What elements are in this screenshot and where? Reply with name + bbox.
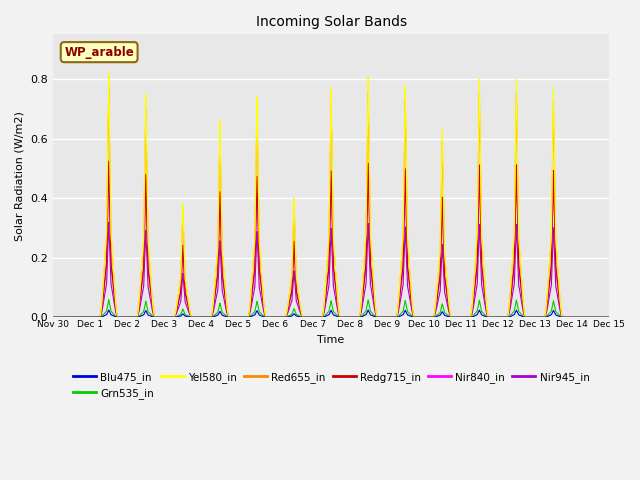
- Red655_in: [341, 314, 349, 320]
- Line: Nir945_in: Nir945_in: [53, 222, 609, 317]
- Nir840_in: [85, 314, 93, 320]
- Blu475_in: [66, 314, 74, 320]
- Grn535_in: [284, 313, 292, 319]
- Nir840_in: [384, 314, 392, 320]
- Nir945_in: [49, 314, 57, 320]
- Line: Nir840_in: Nir840_in: [53, 168, 609, 317]
- Grn535_in: [105, 297, 113, 302]
- Redg715_in: [384, 314, 392, 320]
- Redg715_in: [85, 314, 93, 320]
- Line: Grn535_in: Grn535_in: [53, 300, 609, 317]
- Line: Blu475_in: Blu475_in: [53, 310, 609, 317]
- Line: Redg715_in: Redg715_in: [53, 161, 609, 317]
- Red655_in: [459, 314, 467, 320]
- Line: Red655_in: Red655_in: [53, 88, 609, 317]
- Grn535_in: [49, 314, 57, 320]
- Red655_in: [49, 314, 57, 320]
- Yel580_in: [66, 314, 74, 320]
- Grn535_in: [341, 314, 349, 320]
- Redg715_in: [105, 158, 113, 164]
- Grn535_in: [384, 314, 392, 320]
- Yel580_in: [605, 314, 613, 320]
- Nir840_in: [105, 166, 113, 171]
- Grn535_in: [66, 314, 74, 320]
- Y-axis label: Solar Radiation (W/m2): Solar Radiation (W/m2): [15, 111, 25, 241]
- Nir840_in: [49, 314, 57, 320]
- Redg715_in: [605, 314, 613, 320]
- Text: WP_arable: WP_arable: [64, 46, 134, 59]
- Nir945_in: [105, 219, 113, 225]
- Nir840_in: [66, 314, 74, 320]
- Blu475_in: [384, 314, 392, 320]
- Redg715_in: [284, 306, 292, 312]
- Nir945_in: [85, 314, 93, 320]
- Line: Yel580_in: Yel580_in: [53, 73, 609, 317]
- Blu475_in: [284, 314, 292, 320]
- Blu475_in: [341, 314, 349, 320]
- Red655_in: [384, 314, 392, 320]
- Yel580_in: [341, 314, 349, 320]
- Title: Incoming Solar Bands: Incoming Solar Bands: [255, 15, 406, 29]
- Yel580_in: [105, 70, 113, 76]
- Nir840_in: [459, 314, 467, 320]
- Yel580_in: [459, 314, 467, 320]
- Blu475_in: [605, 314, 613, 320]
- Redg715_in: [66, 314, 74, 320]
- Yel580_in: [85, 314, 93, 320]
- Nir840_in: [284, 306, 292, 312]
- Redg715_in: [341, 314, 349, 320]
- Nir945_in: [384, 314, 392, 320]
- Red655_in: [66, 314, 74, 320]
- X-axis label: Time: Time: [317, 335, 345, 345]
- Nir945_in: [341, 314, 349, 320]
- Red655_in: [105, 85, 113, 91]
- Grn535_in: [605, 314, 613, 320]
- Blu475_in: [85, 314, 93, 320]
- Nir945_in: [459, 314, 467, 320]
- Red655_in: [85, 314, 93, 320]
- Grn535_in: [459, 314, 467, 320]
- Nir840_in: [605, 314, 613, 320]
- Legend: Blu475_in, Grn535_in, Yel580_in, Red655_in, Redg715_in, Nir840_in, Nir945_in: Blu475_in, Grn535_in, Yel580_in, Red655_…: [68, 368, 593, 403]
- Red655_in: [605, 314, 613, 320]
- Nir945_in: [66, 314, 74, 320]
- Blu475_in: [49, 314, 57, 320]
- Nir945_in: [284, 309, 292, 315]
- Red655_in: [284, 302, 292, 308]
- Redg715_in: [459, 314, 467, 320]
- Yel580_in: [49, 314, 57, 320]
- Nir840_in: [341, 314, 349, 320]
- Yel580_in: [384, 314, 392, 320]
- Redg715_in: [49, 314, 57, 320]
- Blu475_in: [105, 307, 113, 313]
- Yel580_in: [284, 301, 292, 307]
- Grn535_in: [85, 314, 93, 320]
- Nir945_in: [605, 314, 613, 320]
- Blu475_in: [459, 314, 467, 320]
